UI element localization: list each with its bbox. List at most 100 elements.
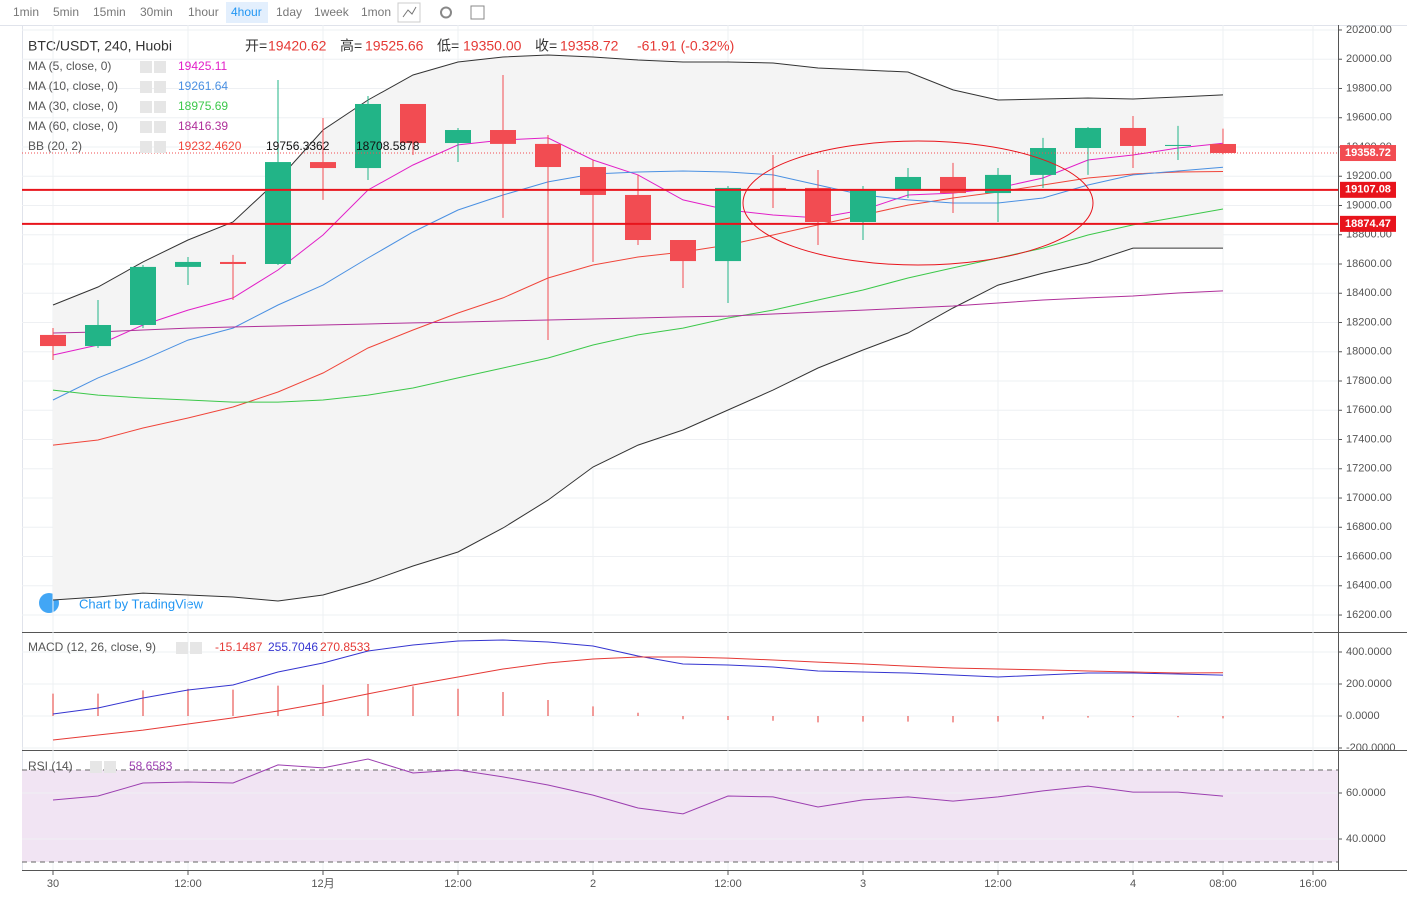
legend-name: MA (30, close, 0) — [28, 99, 118, 113]
legend-value: 255.7046 — [268, 640, 318, 654]
interval-button[interactable]: 15min — [93, 5, 126, 19]
price-tag — [1340, 145, 1396, 162]
ohlc-label: 低= — [437, 38, 459, 54]
candle-body — [265, 162, 291, 264]
y-tick-label: 18000.00 — [1346, 346, 1392, 358]
bb-lower — [52, 247, 1223, 602]
y-tick-label: 60.0000 — [1346, 787, 1386, 799]
candle-body — [1120, 127, 1146, 146]
price-tag — [1340, 215, 1396, 232]
candle-body — [1210, 143, 1236, 154]
macd-line — [52, 656, 1224, 741]
rsi-line — [52, 758, 1224, 815]
interval-button[interactable]: 1hour — [188, 5, 219, 19]
x-tick-label: 12月 — [311, 878, 334, 890]
candle-body — [355, 103, 381, 169]
watermark: Chart by TradingView — [79, 596, 204, 611]
y-tick-label: -200.0000 — [1346, 742, 1396, 754]
candle-body — [625, 194, 651, 241]
interval-active-bg — [226, 2, 268, 23]
interval-button[interactable]: 1week — [314, 5, 350, 19]
change: -61.91 (-0.32%) — [637, 38, 734, 54]
x-tick-label: 16:00 — [1299, 878, 1327, 890]
settings-icon[interactable] — [440, 6, 452, 19]
y-tick-label: 18600.00 — [1346, 258, 1392, 270]
legend-value: 19232.4620 — [178, 139, 242, 153]
symbol-title: BTC/USDT, 240, Huobi — [28, 38, 172, 54]
legend-settings — [140, 141, 152, 153]
y-tick-label: 200.0000 — [1346, 678, 1392, 690]
legend-value: 270.8533 — [320, 640, 370, 654]
legend-close — [104, 761, 116, 773]
x-tick-label: 3 — [860, 878, 866, 890]
macd-line — [52, 639, 1224, 715]
candle-body — [490, 130, 516, 144]
legend-close[interactable] — [154, 141, 166, 153]
ohlc-label: 高= — [340, 38, 362, 54]
ellipse-annotation — [742, 140, 1094, 266]
legend-name: MA (10, close, 0) — [28, 79, 118, 93]
y-tick-label: 400.0000 — [1346, 646, 1392, 658]
ma-line — [52, 137, 1224, 356]
interval-button[interactable]: 1mon — [361, 5, 391, 19]
y-tick-label: 40.0000 — [1346, 833, 1386, 845]
y-tick-label: 18200.00 — [1346, 316, 1392, 328]
interval-button[interactable]: 1day — [276, 5, 302, 19]
candle-body — [535, 143, 561, 168]
candle-body — [310, 162, 336, 169]
ma-line — [52, 290, 1224, 334]
bb-fill — [53, 54, 1223, 601]
candle-body — [85, 324, 111, 347]
interval-button[interactable]: 30min — [140, 5, 173, 19]
legend-value: 58.6583 — [129, 759, 173, 773]
candle-body — [850, 189, 876, 223]
x-tick-label: 2 — [590, 878, 596, 890]
x-tick-label: 4 — [1130, 878, 1136, 890]
legend-value: -15.1487 — [215, 640, 263, 654]
candle-body — [1030, 148, 1056, 175]
price-tag-label: 19358.72 — [1345, 147, 1391, 159]
legend-settings — [140, 101, 152, 113]
interval-button[interactable]: 1min — [13, 5, 39, 19]
interval-button[interactable]: 5min — [53, 5, 79, 19]
ohlc-value: 19420.62 — [268, 38, 327, 54]
legend-value: 19756.3362 — [266, 139, 330, 153]
legend-settings — [176, 642, 188, 654]
legend-value: 19261.64 — [178, 79, 228, 93]
candle-body — [760, 187, 786, 189]
legend-close[interactable] — [154, 61, 166, 73]
legend-close[interactable] — [154, 121, 166, 133]
price-tag-label: 19107.08 — [1345, 184, 1391, 196]
candle-body — [130, 266, 156, 325]
legend-name: BB (20, 2) — [28, 139, 82, 153]
candle-body — [220, 261, 246, 264]
snapshot-icon[interactable] — [470, 5, 485, 20]
legend-close[interactable] — [154, 81, 166, 93]
ohlc-value: 19358.72 — [560, 38, 619, 54]
y-tick-label: 19000.00 — [1346, 199, 1392, 211]
legend-close[interactable] — [154, 101, 166, 113]
interval-button[interactable]: 4hour — [231, 5, 262, 19]
bb-upper — [52, 54, 1224, 306]
y-tick-label: 18400.00 — [1346, 287, 1392, 299]
candle-body — [670, 240, 696, 262]
candle-body — [400, 103, 426, 144]
candle-body — [445, 130, 471, 144]
x-tick-label: 12:00 — [444, 878, 472, 890]
x-tick-label: 12:00 — [984, 878, 1012, 890]
legend-settings — [90, 761, 102, 773]
y-tick-label: 20000.00 — [1346, 53, 1392, 65]
ohlc-label: 开= — [245, 38, 267, 54]
legend-settings — [140, 121, 152, 133]
legend-close — [190, 642, 202, 654]
y-tick-label: 17000.00 — [1346, 492, 1392, 504]
toolbar-icons — [397, 2, 485, 23]
y-tick-label: 16400.00 — [1346, 580, 1392, 592]
legend-settings — [140, 61, 152, 73]
compare-icon[interactable] — [397, 2, 421, 23]
ohlc-value: 19350.00 — [463, 38, 522, 54]
ohlc-label: 收= — [535, 38, 557, 54]
candle-body — [1165, 144, 1191, 146]
y-tick-label: 16800.00 — [1346, 521, 1392, 533]
